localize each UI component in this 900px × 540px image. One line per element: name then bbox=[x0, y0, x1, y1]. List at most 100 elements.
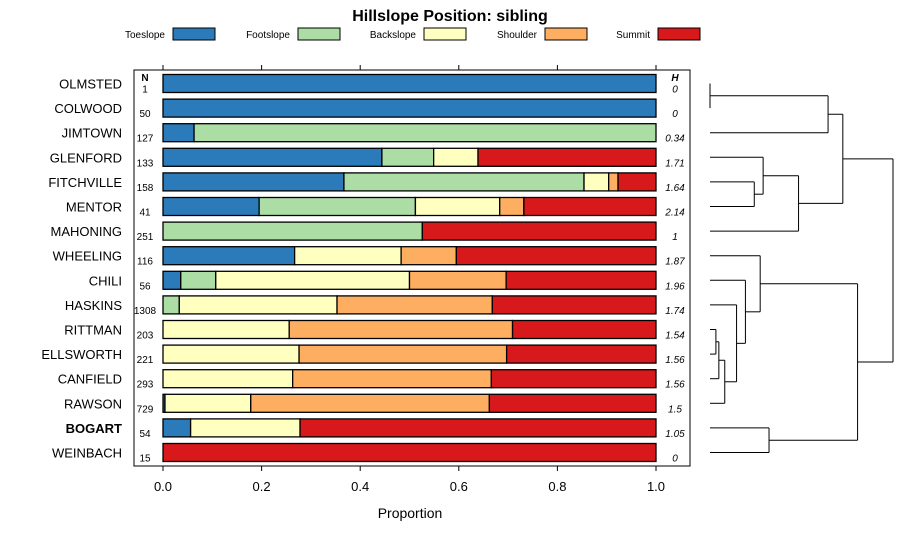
bar-segment-wheeling-shoulder bbox=[400, 246, 457, 266]
n-value-rittman: 203 bbox=[137, 331, 154, 342]
legend-label-backslope: Backslope bbox=[370, 30, 417, 41]
h-value-haskins: 1.74 bbox=[665, 306, 685, 317]
bar-segment-olmsted-toeslope bbox=[162, 73, 657, 94]
n-value-haskins: 1308 bbox=[134, 306, 157, 317]
row-label-fitchville: FITCHVILLE bbox=[48, 175, 122, 190]
bar-segment-weinbach-summit bbox=[162, 442, 657, 463]
bar-segment-mentor-backslope bbox=[414, 196, 501, 217]
row-label-colwood: COLWOOD bbox=[54, 101, 122, 116]
bar-segment-rittman-backslope bbox=[162, 319, 290, 340]
bar-segment-bogart-backslope bbox=[189, 418, 301, 438]
x-axis: 0.0 0.2 0.4 0.6 0.8 1.0 bbox=[154, 65, 665, 494]
bar-segment-mentor-summit bbox=[523, 196, 657, 217]
row-label-rittman: RITTMAN bbox=[64, 323, 122, 338]
bar-segment-rittman-shoulder bbox=[288, 319, 514, 340]
x-tick-label-5: 1.0 bbox=[647, 479, 665, 494]
h-value-rawson: 1.5 bbox=[668, 404, 682, 415]
row-label-chili: CHILI bbox=[89, 273, 122, 288]
h-value-mahoning: 1 bbox=[672, 232, 678, 243]
row-label-glenford: GLENFORD bbox=[50, 150, 122, 165]
n-value-canfield: 293 bbox=[137, 380, 154, 391]
legend-swatch-backslope bbox=[423, 27, 467, 41]
x-tick-label-0: 0.0 bbox=[154, 479, 172, 494]
bar-segment-mentor-footslope bbox=[258, 196, 417, 217]
bar-segment-wheeling-backslope bbox=[293, 246, 402, 266]
legend-label-toeslope: Toeslope bbox=[125, 30, 165, 41]
plot-frame bbox=[133, 69, 691, 467]
bar-segment-mahoning-footslope bbox=[162, 221, 423, 241]
bar-segment-rawson-summit bbox=[488, 393, 657, 413]
row-label-canfield: CANFIELD bbox=[58, 372, 122, 387]
legend-label-summit: Summit bbox=[616, 30, 650, 41]
row-label-olmsted: OLMSTED bbox=[59, 77, 122, 92]
bar-segment-rittman-summit bbox=[511, 319, 657, 340]
h-column-header: H bbox=[671, 73, 679, 84]
h-value-wheeling: 1.87 bbox=[665, 257, 685, 268]
legend-swatch-summit bbox=[657, 27, 701, 41]
bar-segment-bogart-summit bbox=[299, 418, 657, 438]
n-value-weinbach: 15 bbox=[139, 454, 151, 465]
dendrogram bbox=[709, 83, 894, 453]
h-value-olmsted: 0 bbox=[672, 85, 678, 96]
n-column-header: N bbox=[141, 73, 148, 84]
bar-segment-fitchville-summit bbox=[617, 172, 657, 192]
row-label-weinbach: WEINBACH bbox=[52, 446, 122, 461]
row-label-haskins: HASKINS bbox=[65, 298, 122, 313]
bar-segment-wheeling-summit bbox=[455, 246, 657, 266]
h-value-bogart: 1.05 bbox=[665, 429, 685, 440]
h-value-rittman: 1.54 bbox=[665, 331, 685, 342]
chart-title: Hillslope Position: sibling bbox=[352, 8, 548, 25]
row-label-wheeling: WHEELING bbox=[53, 249, 122, 264]
bar-segment-ellsworth-summit bbox=[505, 344, 657, 364]
bar-segment-fitchville-backslope bbox=[583, 172, 610, 192]
bar-segment-haskins-footslope bbox=[162, 295, 180, 315]
n-value-fitchville: 158 bbox=[137, 183, 154, 194]
n-value-mentor: 41 bbox=[139, 208, 151, 219]
bar-segment-chili-backslope bbox=[215, 270, 411, 290]
bar-segment-jimtown-footslope bbox=[193, 123, 657, 143]
bar-segment-mentor-shoulder bbox=[499, 196, 525, 217]
h-value-colwood: 0 bbox=[672, 109, 678, 120]
bar-segment-ellsworth-backslope bbox=[162, 344, 300, 364]
bar-segment-glenford-footslope bbox=[381, 147, 435, 167]
bar-segment-fitchville-footslope bbox=[343, 172, 585, 192]
n-value-chili: 56 bbox=[139, 281, 151, 292]
h-value-weinbach: 0 bbox=[672, 454, 678, 465]
bar-segment-glenford-backslope bbox=[433, 147, 479, 167]
bar-segment-rawson-backslope bbox=[164, 393, 252, 413]
bar-segment-chili-summit bbox=[505, 270, 657, 290]
row-label-mahoning: MAHONING bbox=[51, 224, 123, 239]
legend: Toeslope Footslope Backslope Shoulder Summit bbox=[125, 27, 701, 41]
bar-segment-ellsworth-shoulder bbox=[298, 344, 508, 364]
h-value-fitchville: 1.64 bbox=[665, 183, 685, 194]
n-value-rawson: 729 bbox=[137, 404, 154, 415]
n-value-olmsted: 1 bbox=[142, 85, 148, 96]
x-axis-label: Proportion bbox=[378, 505, 443, 521]
x-tick-label-3: 0.6 bbox=[450, 479, 468, 494]
n-value-ellsworth: 221 bbox=[137, 355, 154, 366]
bar-segment-haskins-backslope bbox=[178, 295, 338, 315]
bars bbox=[162, 73, 657, 463]
bar-segment-fitchville-toeslope bbox=[162, 172, 345, 192]
bar-segment-fitchville-shoulder bbox=[608, 172, 619, 192]
legend-swatch-toeslope bbox=[172, 27, 216, 41]
h-value-glenford: 1.71 bbox=[665, 158, 684, 169]
h-value-jimtown: 0.34 bbox=[665, 134, 685, 145]
bar-segment-haskins-summit bbox=[491, 295, 657, 315]
h-value-canfield: 1.56 bbox=[665, 380, 685, 391]
bar-segment-mentor-toeslope bbox=[162, 196, 260, 217]
h-value-chili: 1.96 bbox=[665, 281, 685, 292]
h-value-mentor: 2.14 bbox=[664, 208, 685, 219]
legend-label-shoulder: Shoulder bbox=[497, 30, 538, 41]
bar-segment-canfield-shoulder bbox=[292, 369, 492, 389]
n-value-mahoning: 251 bbox=[137, 232, 154, 243]
bar-segment-glenford-toeslope bbox=[162, 147, 383, 167]
n-value-jimtown: 127 bbox=[137, 134, 154, 145]
row-label-mentor: MENTOR bbox=[66, 200, 122, 215]
row-label-ellsworth: ELLSWORTH bbox=[41, 347, 122, 362]
n-value-glenford: 133 bbox=[137, 158, 154, 169]
bar-segment-jimtown-toeslope bbox=[162, 123, 195, 143]
row-label-rawson: RAWSON bbox=[64, 396, 122, 411]
n-value-wheeling: 116 bbox=[137, 257, 153, 268]
